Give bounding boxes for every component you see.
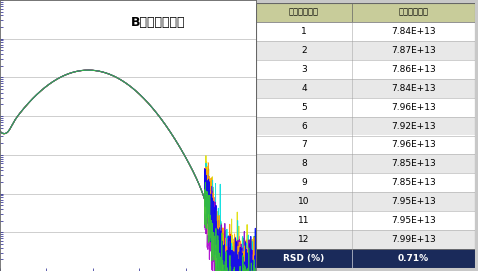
- Text: Bプロファイル: Bプロファイル: [131, 16, 186, 29]
- Text: 8: 8: [301, 159, 307, 169]
- Bar: [256, 79, 475, 98]
- Text: 4: 4: [301, 83, 307, 93]
- Text: 5: 5: [301, 102, 307, 112]
- Bar: [256, 3, 475, 22]
- Text: 0.71%: 0.71%: [398, 254, 429, 263]
- Text: 1: 1: [301, 27, 307, 36]
- Text: RSD (%): RSD (%): [283, 254, 325, 263]
- Text: 7.85E+13: 7.85E+13: [391, 178, 436, 188]
- Bar: [256, 230, 475, 249]
- Text: 7.92E+13: 7.92E+13: [391, 121, 435, 131]
- Bar: [256, 154, 475, 173]
- Bar: [256, 192, 475, 211]
- Text: 9: 9: [301, 178, 307, 188]
- Text: 自動測定回数: 自動測定回数: [289, 8, 319, 17]
- Bar: [256, 211, 475, 230]
- Text: 7: 7: [301, 140, 307, 150]
- Bar: [256, 98, 475, 117]
- Bar: [256, 173, 475, 192]
- Bar: [256, 249, 475, 268]
- Bar: [256, 117, 475, 136]
- Text: 7.96E+13: 7.96E+13: [391, 102, 436, 112]
- Text: 7.86E+13: 7.86E+13: [391, 64, 436, 74]
- Text: 7.87E+13: 7.87E+13: [391, 46, 436, 55]
- Text: 測定ドーズ量: 測定ドーズ量: [398, 8, 428, 17]
- Text: 2: 2: [301, 46, 307, 55]
- Text: 11: 11: [298, 216, 310, 225]
- Text: 7.95E+13: 7.95E+13: [391, 197, 436, 207]
- Text: 7.99E+13: 7.99E+13: [391, 235, 436, 244]
- Text: 7.85E+13: 7.85E+13: [391, 159, 436, 169]
- Bar: [256, 41, 475, 60]
- Text: 7.96E+13: 7.96E+13: [391, 140, 436, 150]
- Bar: [256, 60, 475, 79]
- Text: 10: 10: [298, 197, 310, 207]
- Text: 7.84E+13: 7.84E+13: [391, 27, 435, 36]
- Text: 6: 6: [301, 121, 307, 131]
- Text: 12: 12: [298, 235, 310, 244]
- Text: 7.84E+13: 7.84E+13: [391, 83, 435, 93]
- Bar: [256, 136, 475, 154]
- Bar: [256, 22, 475, 41]
- Text: 3: 3: [301, 64, 307, 74]
- Text: 7.95E+13: 7.95E+13: [391, 216, 436, 225]
